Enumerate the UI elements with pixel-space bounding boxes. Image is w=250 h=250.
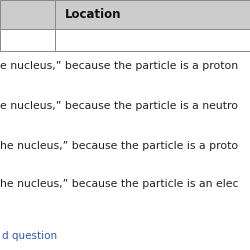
FancyBboxPatch shape xyxy=(0,0,55,29)
Text: Location: Location xyxy=(65,8,122,21)
Text: he nucleus,” because the particle is an elec: he nucleus,” because the particle is an … xyxy=(0,179,238,189)
FancyBboxPatch shape xyxy=(55,0,250,29)
Text: e nucleus,” because the particle is a proton: e nucleus,” because the particle is a pr… xyxy=(0,61,238,71)
Text: e nucleus,” because the particle is a neutro: e nucleus,” because the particle is a ne… xyxy=(0,101,238,111)
FancyBboxPatch shape xyxy=(55,29,250,51)
Text: d question: d question xyxy=(2,231,58,241)
FancyBboxPatch shape xyxy=(0,29,55,51)
Text: he nucleus,” because the particle is a proto: he nucleus,” because the particle is a p… xyxy=(0,141,238,151)
